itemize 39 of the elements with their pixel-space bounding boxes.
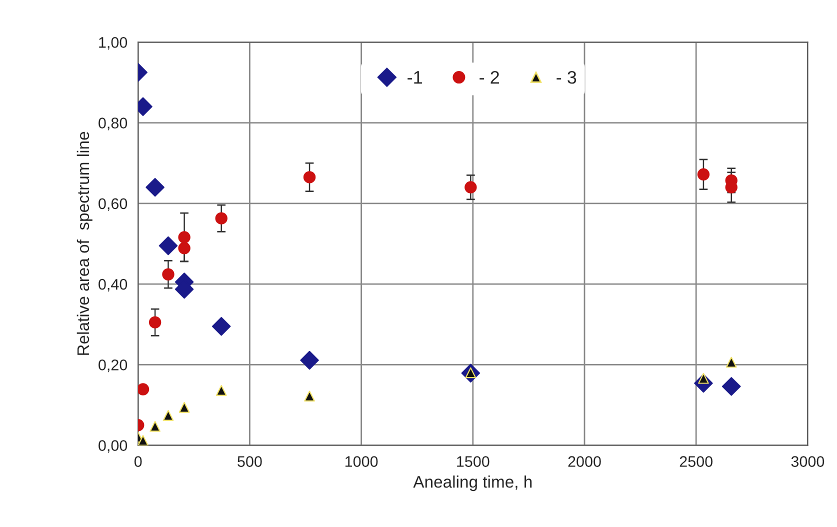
- y-tick-label: 1,00: [99, 37, 128, 50]
- x-tick-label: 2500: [680, 456, 713, 467]
- y-tick-label: 0,60: [98, 198, 128, 211]
- point: [162, 268, 174, 280]
- point: [300, 350, 319, 370]
- point: [162, 410, 174, 421]
- point: [464, 181, 477, 194]
- point: [726, 356, 737, 368]
- x-tick-label: 1500: [457, 456, 490, 467]
- point: [216, 385, 227, 396]
- point: [158, 236, 178, 256]
- x-tick-label: 3000: [791, 456, 824, 467]
- point: [148, 316, 162, 328]
- x-tick-label: 2000: [568, 456, 601, 467]
- legend-label: - 3: [556, 70, 576, 84]
- point: [303, 171, 316, 184]
- point: [138, 435, 148, 446]
- point: [212, 316, 231, 336]
- y-tick-label: 0,40: [98, 278, 128, 292]
- point: [722, 377, 741, 396]
- y-tick-label: 0,00: [98, 440, 128, 453]
- y-tick-label: 0,20: [98, 360, 128, 372]
- x-tick-label: 1000: [345, 456, 378, 467]
- legend-label: - 2: [480, 70, 499, 84]
- point: [146, 178, 164, 197]
- point: [150, 420, 160, 432]
- point: [304, 390, 315, 402]
- x-tick-label: 0: [134, 456, 142, 467]
- point: [138, 383, 150, 396]
- point: [178, 402, 190, 413]
- y-axis-title: Relative area of spectrum line: [76, 132, 92, 355]
- x-tick-label: 500: [238, 456, 262, 467]
- point: [215, 212, 228, 224]
- legend-label: -1: [408, 71, 422, 84]
- point: [697, 168, 710, 181]
- point: [178, 242, 190, 254]
- point: [178, 231, 190, 244]
- y-tick-label: 0,80: [98, 118, 128, 130]
- x-axis-title: Anealing time, h: [413, 476, 532, 492]
